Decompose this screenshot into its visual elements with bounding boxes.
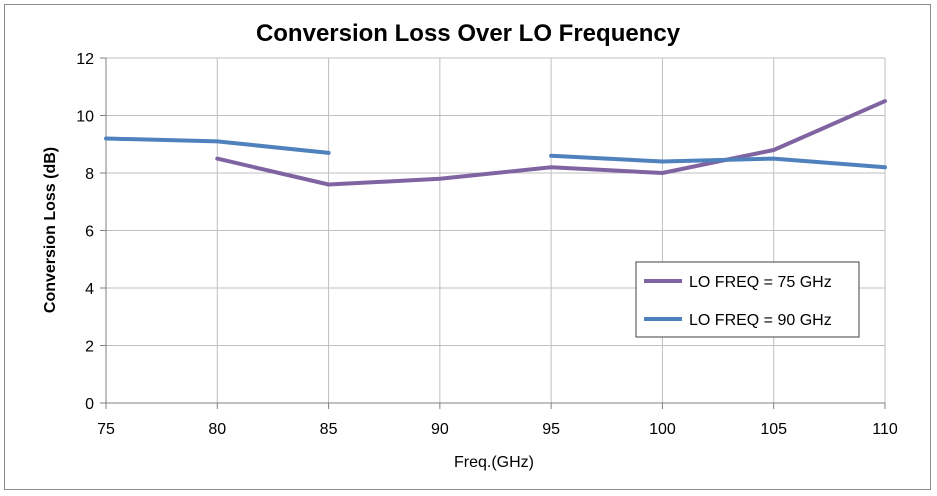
chart-title: Conversion Loss Over LO Frequency [256, 20, 681, 47]
y-tick-label: 2 [85, 339, 94, 356]
x-tick-label: 85 [320, 421, 338, 438]
x-tick-label: 100 [649, 421, 676, 438]
x-tick-label: 80 [208, 421, 226, 438]
x-tick-labels: 75 80 85 90 95 100 105 110 [97, 421, 898, 438]
series-line-1 [104, 136, 331, 155]
legend: LO FREQ = 75 GHz LO FREQ = 90 GHz [635, 261, 860, 338]
legend-label-lo-90: LO FREQ = 90 GHz [689, 312, 832, 329]
x-tick-label: 75 [97, 421, 115, 438]
x-tick-label: 110 [872, 421, 898, 438]
x-tick-label: 90 [431, 421, 449, 438]
series-line-1 [549, 153, 887, 170]
y-tick-labels: 0 2 4 6 8 10 12 [76, 51, 94, 413]
axes [100, 57, 886, 409]
x-axis-label: Freq.(GHz) [454, 454, 534, 471]
x-tick-label: 95 [542, 421, 560, 438]
series-line-0 [215, 99, 887, 187]
chart-frame [4, 4, 931, 490]
legend-box [635, 261, 860, 338]
y-tick-label: 4 [85, 281, 94, 298]
y-tick-label: 6 [85, 224, 94, 241]
grid [106, 57, 886, 403]
y-tick-label: 12 [76, 51, 94, 68]
y-tick-label: 10 [76, 109, 94, 126]
series-lines [104, 99, 887, 187]
y-tick-label: 0 [85, 396, 94, 413]
y-tick-label: 8 [85, 166, 94, 183]
legend-label-lo-75: LO FREQ = 75 GHz [689, 274, 832, 291]
x-tick-label: 105 [760, 421, 787, 438]
y-axis-label: Conversion Loss (dB) [42, 147, 59, 313]
